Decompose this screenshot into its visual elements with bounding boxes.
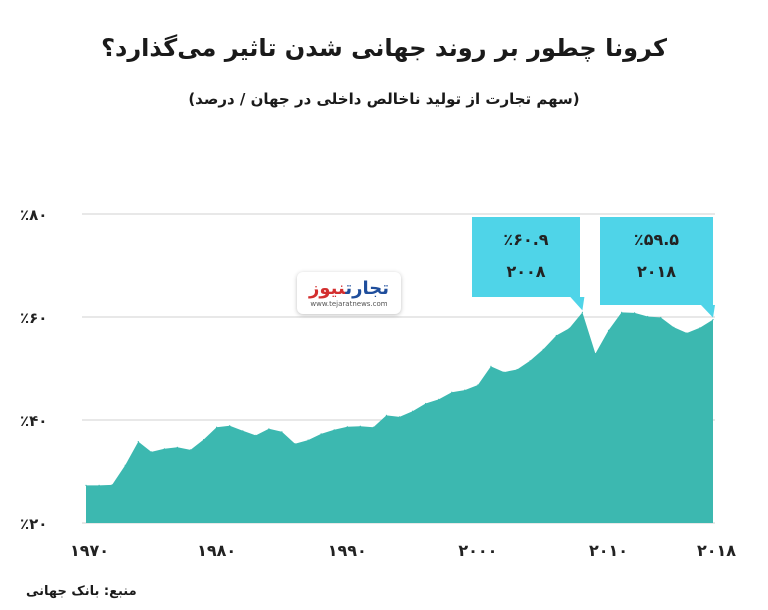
data-point [268, 428, 270, 430]
data-point [385, 414, 387, 416]
data-point [333, 429, 335, 431]
data-point [124, 464, 126, 466]
data-point [490, 365, 492, 367]
data-point [242, 430, 244, 432]
callout-pointer [570, 297, 585, 311]
x-tick-label: ۲۰۰۰ [458, 541, 497, 560]
data-point [477, 384, 479, 386]
source-note: منبع: بانک جهانی [26, 584, 137, 599]
area-fill [86, 312, 713, 523]
data-point [372, 426, 374, 428]
callout-year: ۲۰۱۸ [637, 262, 676, 281]
y-tick-label: ٪۴۰ [20, 412, 47, 430]
data-point [712, 319, 714, 321]
data-point [581, 311, 584, 313]
y-axis-ticks: ٪۲۰ ٪۴۰ ٪۶۰ ٪۸۰ [20, 206, 47, 533]
data-point [163, 448, 165, 450]
x-tick-label: ۱۹۸۰ [197, 541, 236, 560]
data-point [111, 484, 113, 486]
data-point [412, 410, 414, 412]
data-point [359, 425, 361, 427]
y-tick-label: ٪۸۰ [20, 206, 47, 224]
data-point [203, 439, 205, 441]
x-tick-label: ۲۰۱۰ [589, 541, 628, 560]
y-tick-label: ٪۶۰ [20, 309, 47, 327]
data-point [425, 402, 427, 405]
data-point [503, 371, 505, 373]
data-point [686, 332, 688, 334]
data-point [98, 484, 100, 486]
logo-part2: نیوز [309, 278, 346, 299]
data-point [346, 426, 348, 428]
data-point [281, 431, 283, 433]
callout-year: ۲۰۰۸ [506, 262, 545, 281]
data-point [320, 433, 322, 435]
x-tick-label: ۱۹۹۰ [328, 541, 367, 560]
data-point [150, 451, 152, 453]
data-point [229, 425, 231, 427]
data-point [451, 391, 453, 393]
chart-subtitle: (سهم تجارت از تولید ناخالص داخلی در جهان… [188, 90, 580, 108]
data-point [516, 368, 518, 371]
data-point [255, 434, 257, 436]
data-point [621, 311, 623, 313]
callout-value: ٪۵۹.۵ [634, 230, 679, 249]
callout-box [600, 217, 713, 305]
data-point [176, 446, 178, 448]
data-point [85, 484, 87, 486]
callout-value: ٪۶۰.۹ [503, 230, 548, 249]
data-point [673, 326, 675, 328]
data-point [137, 441, 139, 443]
data-point [699, 327, 701, 329]
callout-box [472, 217, 580, 297]
data-point [294, 443, 296, 445]
data-point [555, 334, 557, 337]
chart-title: کرونا چطور بر روند جهانی شدن تاثیر می‌گذ… [101, 34, 667, 62]
data-point [529, 360, 531, 362]
x-tick-label: ۱۹۷۰ [70, 541, 109, 560]
data-point [660, 316, 662, 319]
data-point [607, 329, 610, 331]
data-point [307, 439, 309, 441]
area-series [85, 311, 714, 523]
data-point [568, 327, 570, 329]
data-point [647, 315, 649, 318]
data-point [594, 353, 597, 355]
logo-text: تجارتنیوز [297, 278, 401, 299]
data-point [189, 449, 192, 451]
y-tick-label: ٪۲۰ [20, 515, 47, 533]
logo-part1: تجارت [345, 278, 389, 299]
tejarat-news-logo: تجارتنیوز www.tejaratnews.com [297, 272, 401, 314]
data-point [634, 312, 636, 314]
data-point [216, 426, 218, 428]
data-point [542, 348, 544, 350]
x-tick-label: ۲۰۱۸ [697, 541, 736, 560]
logo-url: www.tejaratnews.com [310, 300, 388, 308]
callout-pointer [701, 305, 715, 318]
data-point [438, 398, 440, 400]
data-point [398, 416, 401, 418]
callouts: ٪۶۰.۹ ۲۰۰۸ ٪۵۹.۵ ۲۰۱۸ [472, 217, 715, 318]
data-point [464, 389, 466, 391]
x-axis-ticks: ۱۹۷۰ ۱۹۸۰ ۱۹۹۰ ۲۰۰۰ ۲۰۱۰ ۲۰۱۸ [70, 541, 736, 560]
